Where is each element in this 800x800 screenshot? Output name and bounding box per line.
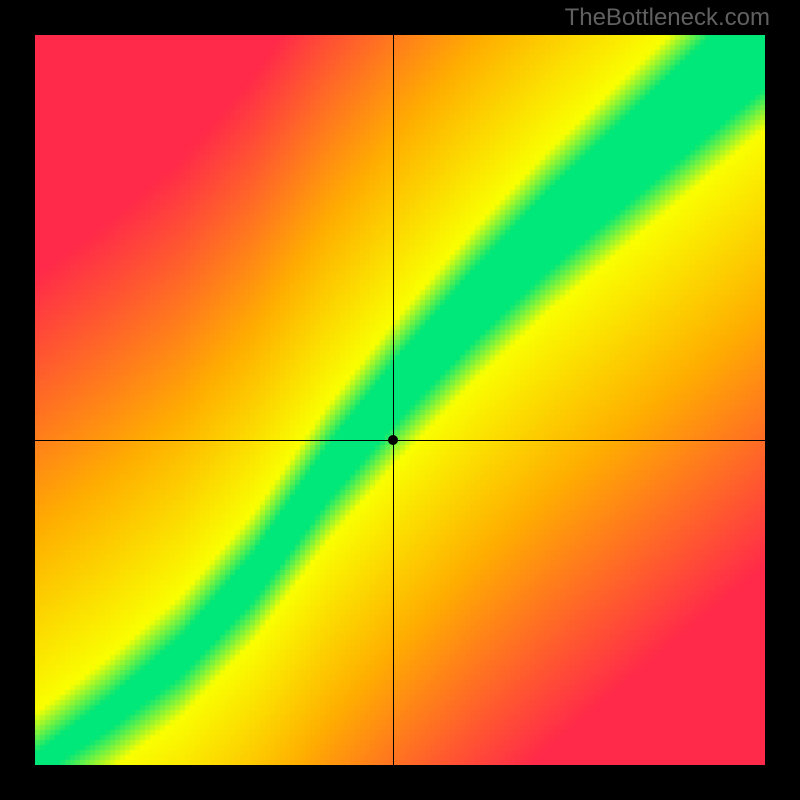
plot-area <box>35 35 765 765</box>
watermark-text: TheBottleneck.com <box>565 4 770 32</box>
crosshair-dot <box>388 435 398 445</box>
chart-container: TheBottleneck.com <box>0 0 800 800</box>
crosshair-vertical <box>393 35 394 765</box>
heatmap-canvas <box>35 35 765 765</box>
crosshair-horizontal <box>35 440 765 441</box>
